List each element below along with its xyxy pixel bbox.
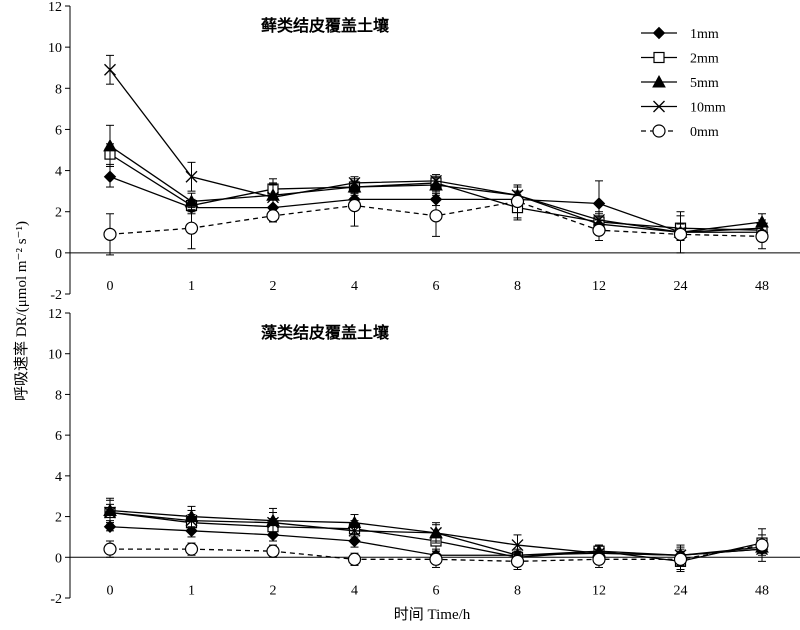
y-tick-label: 10	[48, 348, 62, 363]
x-tick-label: 4	[351, 583, 358, 598]
data-point	[104, 63, 116, 76]
data-point	[103, 227, 117, 241]
y-tick-label: 4	[55, 165, 62, 180]
data-point	[347, 552, 362, 566]
x-tick-label: 8	[514, 279, 521, 294]
y-tick-label: 6	[55, 123, 62, 138]
data-point	[184, 542, 199, 556]
data-point	[430, 526, 442, 539]
data-point	[430, 174, 442, 187]
data-point	[510, 554, 525, 568]
legend-entry: 2mm	[641, 52, 719, 67]
x-tick-label: 48	[755, 279, 769, 294]
x-tick-label: 2	[270, 583, 277, 598]
data-point	[103, 138, 117, 152]
y-tick-label: 8	[55, 82, 62, 97]
y-tick-label: -2	[50, 288, 62, 303]
data-point	[348, 524, 361, 537]
panel-title: 藻类结皮覆盖土壤	[261, 323, 390, 342]
legend-entry: 0mm	[641, 124, 719, 140]
y-tick-label: -2	[50, 592, 62, 607]
legend-label: 10mm	[690, 101, 726, 116]
y-tick-label: 0	[55, 247, 62, 262]
y-tick-label: 0	[55, 551, 62, 566]
data-point	[185, 170, 198, 183]
y-tick-label: 2	[55, 206, 62, 221]
x-tick-label: 24	[674, 583, 688, 598]
x-tick-label: 2	[270, 279, 277, 294]
legend-marker	[653, 100, 665, 113]
legend-label: 5mm	[690, 76, 719, 91]
data-point	[347, 198, 362, 213]
legend-label: 1mm	[690, 27, 719, 42]
x-tick-label: 6	[433, 583, 440, 598]
legend-label: 0mm	[690, 125, 719, 140]
data-point	[103, 170, 117, 183]
x-tick-label: 8	[514, 583, 521, 598]
data-point	[185, 514, 198, 527]
data-point	[348, 176, 361, 189]
data-point	[673, 227, 688, 241]
legend-marker	[653, 51, 665, 64]
data-point	[673, 552, 688, 566]
x-tick-label: 0	[107, 583, 114, 598]
x-tick-label: 24	[674, 279, 688, 294]
x-tick-label: 1	[188, 583, 195, 598]
data-point	[104, 506, 116, 519]
y-tick-label: 2	[55, 511, 62, 526]
y-tick-label: 10	[48, 41, 62, 56]
data-point	[592, 223, 606, 237]
y-tick-label: 8	[55, 388, 62, 403]
y-axis-label: 呼吸速率 DR/(μmol m⁻² s⁻¹)	[13, 221, 30, 401]
legend-entry: 5mm	[641, 74, 719, 91]
data-point	[184, 194, 199, 207]
x-tick-label: 12	[592, 583, 606, 598]
y-tick-label: 6	[55, 429, 62, 444]
legend: 1mm 2mm 5mm 10mm 0mm	[641, 26, 726, 140]
x-tick-label: 4	[351, 279, 358, 294]
y-tick-label: 12	[48, 0, 62, 15]
panel-title: 藓类结皮覆盖土壤	[260, 16, 390, 35]
data-point	[429, 209, 443, 223]
legend-marker	[652, 26, 666, 40]
data-point	[755, 538, 769, 552]
legend-entry: 10mm	[641, 101, 726, 116]
legend-marker	[652, 74, 666, 88]
data-point	[266, 209, 280, 223]
x-axis-label: 时间 Time/h	[394, 606, 471, 623]
data-point	[266, 544, 280, 558]
data-point	[267, 516, 279, 529]
data-point	[592, 197, 606, 210]
legend-marker	[652, 124, 666, 138]
data-point	[755, 229, 769, 243]
y-tick-label: 12	[48, 307, 62, 322]
x-tick-label: 1	[188, 279, 195, 294]
data-point	[103, 542, 117, 556]
legend-label: 2mm	[690, 52, 719, 67]
data-point	[510, 194, 525, 209]
data-point	[184, 221, 199, 235]
y-tick-label: 4	[55, 470, 62, 485]
legend-entry: 1mm	[641, 26, 719, 42]
data-point	[511, 539, 524, 552]
x-tick-label: 12	[592, 279, 606, 294]
x-tick-label: 0	[107, 279, 114, 294]
x-tick-label: 6	[433, 279, 440, 294]
series-0mm	[103, 184, 769, 256]
series-0mm	[103, 528, 769, 573]
data-point	[267, 191, 279, 204]
data-point	[429, 552, 443, 566]
x-tick-label: 48	[755, 583, 769, 598]
data-point	[592, 552, 606, 566]
